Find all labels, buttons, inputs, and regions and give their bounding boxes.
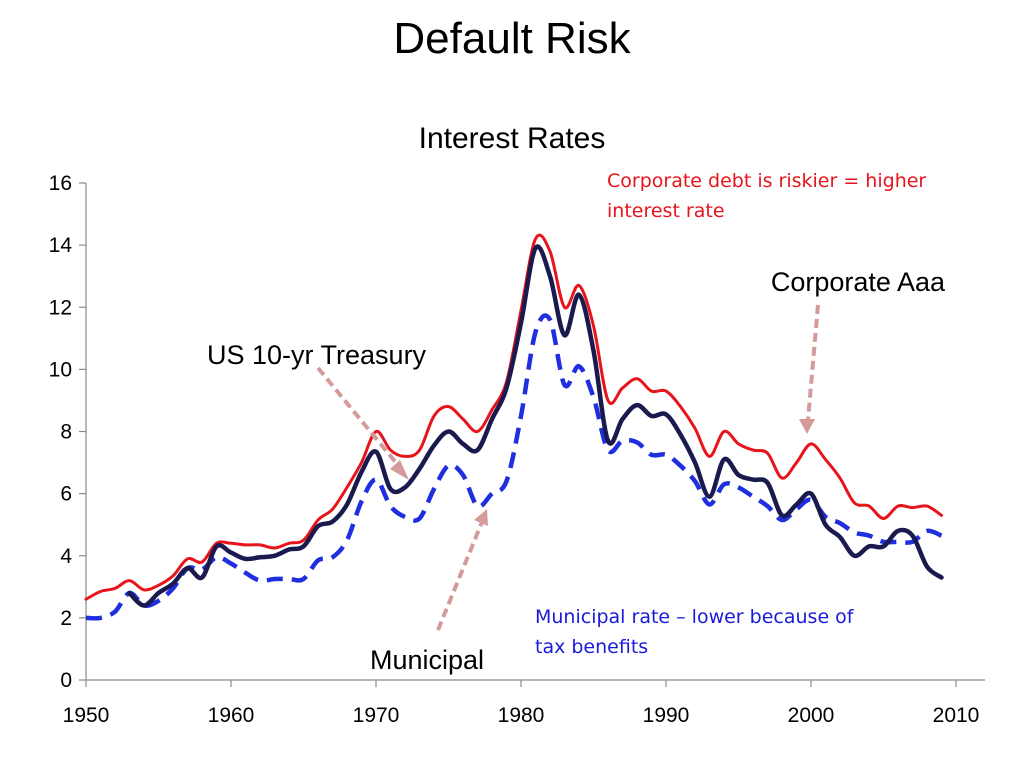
- y-tick-label: 12: [49, 296, 72, 319]
- x-tick-label: 1980: [498, 704, 545, 727]
- x-tick-label: 2010: [933, 704, 980, 727]
- municipal-note-line-2: tax benefits: [535, 636, 648, 658]
- municipal-note-line-1: Municipal rate – lower because of: [535, 606, 855, 628]
- corporate-note-line-2: interest rate: [607, 200, 725, 222]
- municipal-line: [85, 313, 943, 621]
- y-tick-label: 6: [60, 483, 72, 506]
- corporate-note: Corporate debt is riskier = higher inter…: [607, 170, 932, 222]
- x-tick-label: 2000: [788, 704, 835, 727]
- corporate-note-line-1: Corporate debt is riskier = higher: [607, 170, 926, 192]
- corporate-pointer-arrowhead: [799, 419, 815, 434]
- corporate-pointer-arrow: [806, 304, 820, 421]
- treasury-series-label: US 10-yr Treasury: [207, 340, 427, 370]
- x-tick-label: 1970: [353, 704, 400, 727]
- chart-ticks: 0 2 4 6 8 10 12 14 16 1950 1960 1970 1980 1990 2000 201…: [49, 172, 980, 727]
- y-tick-label: 2: [60, 607, 72, 630]
- treasury-10yr-line: [127, 244, 944, 608]
- treasury-pointer-arrow: [316, 366, 404, 472]
- x-tick-label: 1960: [208, 704, 255, 727]
- x-tick-label: 1950: [63, 704, 110, 727]
- y-tick-label: 10: [49, 358, 72, 381]
- municipal-pointer-arrow: [436, 521, 484, 631]
- municipal-note: Municipal rate – lower because of tax be…: [535, 606, 860, 658]
- x-tick-label: 1990: [643, 704, 690, 727]
- municipal-series-label: Municipal: [370, 645, 484, 675]
- y-tick-label: 0: [60, 669, 72, 692]
- treasury-pointer-arrowhead: [390, 460, 409, 480]
- corporate-series-label: Corporate Aaa: [771, 267, 946, 297]
- chart-series: [84, 233, 944, 621]
- chart-title: Interest Rates: [419, 122, 606, 155]
- y-tick-label: 14: [49, 234, 73, 257]
- y-tick-label: 8: [60, 421, 72, 444]
- y-tick-label: 16: [49, 172, 72, 195]
- y-tick-label: 4: [60, 545, 72, 568]
- annotation-arrows: [316, 304, 820, 631]
- municipal-pointer-arrowhead: [474, 509, 488, 526]
- slide-title: Default Risk: [393, 14, 631, 63]
